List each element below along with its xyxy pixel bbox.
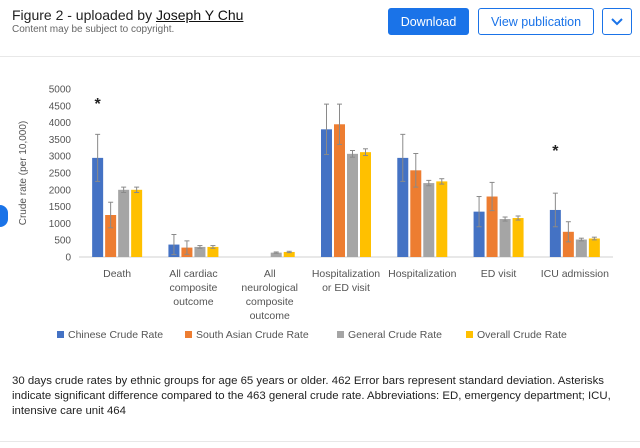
- y-tick-label: 4000: [49, 118, 72, 129]
- bar: [347, 153, 358, 257]
- y-axis-label: Crude rate (per 10,000): [18, 121, 29, 226]
- x-tick-label: All: [264, 268, 276, 280]
- figure-header: Figure 2 - uploaded by Joseph Y Chu Cont…: [0, 0, 640, 48]
- x-tick-label: composite: [169, 282, 217, 294]
- bar: [207, 246, 219, 257]
- side-nav-handle[interactable]: [0, 205, 8, 227]
- y-tick-label: 0: [65, 253, 71, 264]
- bar: [334, 124, 345, 257]
- x-tick-label: ED visit: [481, 268, 517, 280]
- bar: [321, 129, 332, 257]
- copyright-notice: Content may be subject to copyright.: [12, 24, 175, 35]
- bar: [549, 209, 561, 257]
- bar: [410, 170, 422, 257]
- legend-label: Overall Crude Rate: [477, 329, 567, 341]
- bar: [194, 246, 206, 257]
- view-publication-button[interactable]: View publication: [478, 8, 594, 35]
- legend-swatch: [185, 331, 192, 338]
- bar: [588, 238, 600, 257]
- more-options-button[interactable]: [602, 8, 632, 35]
- figure-title: Figure 2 - uploaded by Joseph Y Chu: [12, 7, 243, 23]
- legend-swatch: [466, 331, 473, 338]
- x-tick-label: ICU admission: [541, 268, 609, 280]
- legend-label: Chinese Crude Rate: [68, 329, 163, 341]
- y-tick-label: 1000: [49, 219, 72, 230]
- y-tick-label: 4500: [49, 101, 72, 112]
- legend-label: South Asian Crude Rate: [196, 329, 309, 341]
- bar: [283, 251, 295, 257]
- x-tick-label: or ED visit: [322, 282, 370, 294]
- bar: [397, 157, 409, 257]
- bar: [486, 196, 498, 257]
- y-tick-label: 2000: [49, 185, 72, 196]
- bar: [436, 181, 448, 257]
- x-tick-label: Death: [103, 268, 131, 280]
- bar-chart: Crude rate (per 10,000) 0 500 1000 1500 2000 2…: [18, 85, 613, 341]
- author-link[interactable]: Joseph Y Chu: [155, 7, 244, 23]
- legend-label: General Crude Rate: [348, 329, 442, 341]
- legend-swatch: [337, 331, 344, 338]
- bar: [360, 152, 371, 257]
- bar: [105, 215, 117, 257]
- chevron-down-icon: [611, 17, 623, 25]
- bar: [423, 183, 435, 257]
- x-tick-label: composite: [246, 296, 294, 308]
- y-tick-label: 500: [54, 236, 71, 247]
- legend-swatch: [57, 331, 64, 338]
- figure-caption: 30 days crude rates by ethnic groups for…: [12, 375, 611, 417]
- significance-asterisk: *: [552, 143, 559, 160]
- x-tick-label: Hospitalization: [388, 268, 456, 280]
- download-button[interactable]: Download: [388, 8, 469, 35]
- title-prefix: Figure 2 - uploaded by: [12, 7, 156, 23]
- x-tick-label: neurological: [241, 282, 298, 294]
- y-tick-label: 5000: [49, 85, 72, 96]
- x-tick-label: outcome: [173, 296, 213, 308]
- y-tick-label: 3000: [49, 152, 72, 163]
- significance-asterisk: *: [95, 96, 102, 113]
- y-tick-label: 1500: [49, 202, 72, 213]
- bar: [131, 189, 143, 257]
- bar: [118, 189, 130, 257]
- bar: [92, 157, 104, 257]
- bar: [499, 219, 511, 257]
- footer-divider: [0, 441, 640, 442]
- x-tick-label: Hospitalization: [312, 268, 380, 280]
- bar: [270, 252, 282, 257]
- y-tick-label: 3500: [49, 135, 72, 146]
- bar: [473, 211, 485, 257]
- bar: [512, 218, 524, 257]
- y-tick-label: 2500: [49, 169, 72, 180]
- x-tick-label: All cardiac: [169, 268, 217, 280]
- bar: [562, 231, 574, 257]
- x-tick-label: outcome: [250, 310, 290, 322]
- header-divider: [0, 56, 640, 57]
- bar: [575, 239, 587, 257]
